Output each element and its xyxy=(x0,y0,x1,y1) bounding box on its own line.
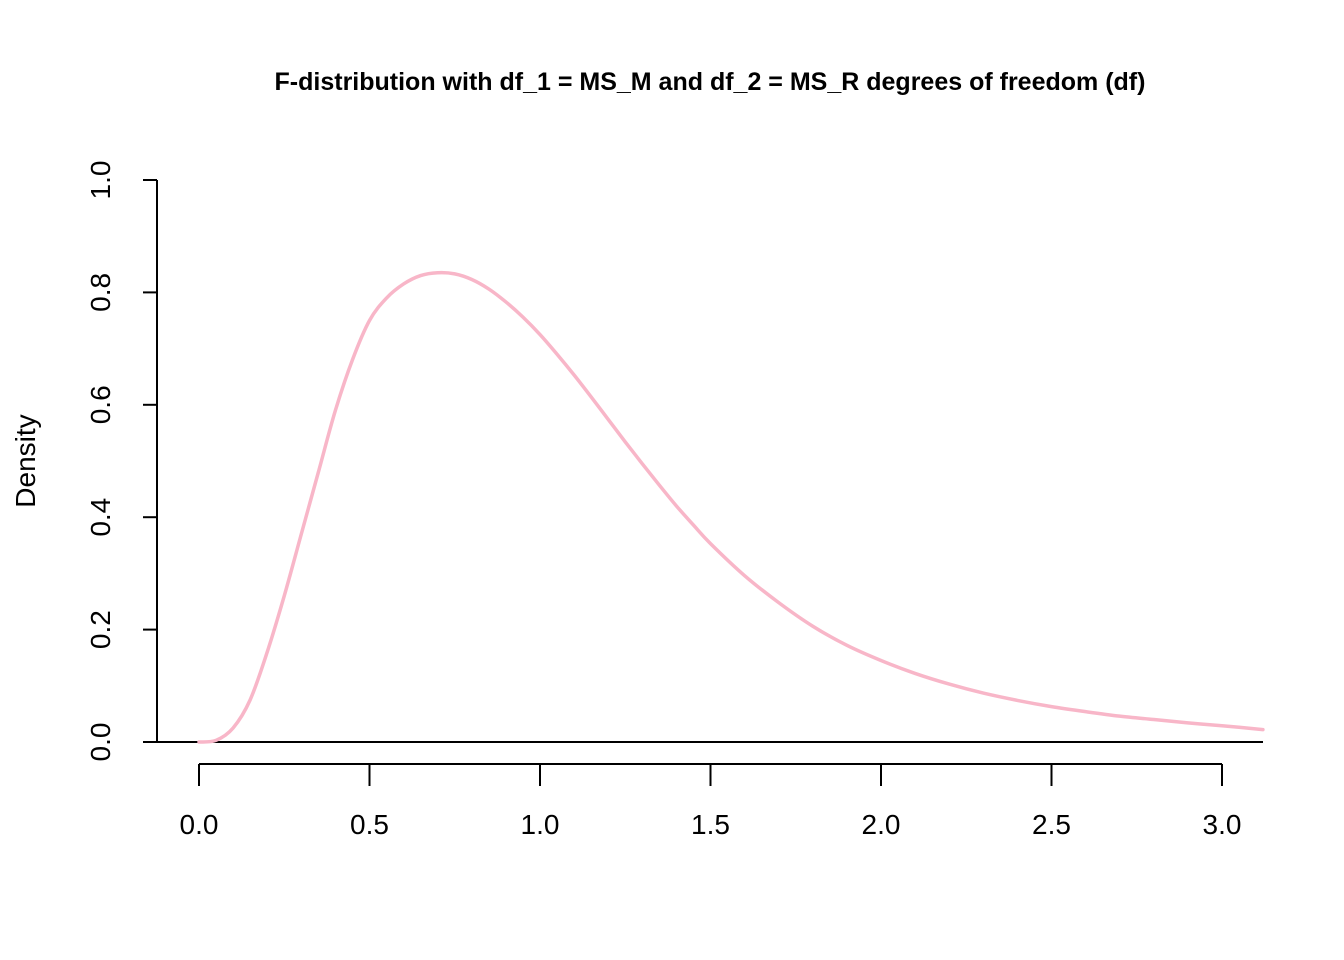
x-tick-label: 1.0 xyxy=(521,809,560,840)
y-tick-label: 0.0 xyxy=(85,723,116,762)
y-axis-title: Density xyxy=(10,414,41,507)
x-tick-label: 0.5 xyxy=(350,809,389,840)
y-tick-label: 0.4 xyxy=(85,498,116,537)
x-axis: 0.0 0.5 1.0 1.5 2.0 2.5 3.0 xyxy=(180,763,1242,840)
y-tick-label: 1.0 xyxy=(85,161,116,200)
x-tick-label: 0.0 xyxy=(180,809,219,840)
x-tick-label: 1.5 xyxy=(691,809,730,840)
x-tick-label: 2.0 xyxy=(862,809,901,840)
y-tick-label: 0.8 xyxy=(85,273,116,312)
series-layer xyxy=(197,270,1265,744)
y-tick-label: 0.6 xyxy=(85,385,116,424)
chart-title: F-distribution with df_1 = MS_M and df_2… xyxy=(275,68,1146,96)
density-curve xyxy=(197,270,1265,744)
y-tick-label: 0.2 xyxy=(85,610,116,649)
y-axis: 0.0 0.2 0.4 0.6 0.8 1.0 xyxy=(85,161,158,762)
x-tick-label: 2.5 xyxy=(1032,809,1071,840)
x-tick-label: 3.0 xyxy=(1203,809,1242,840)
